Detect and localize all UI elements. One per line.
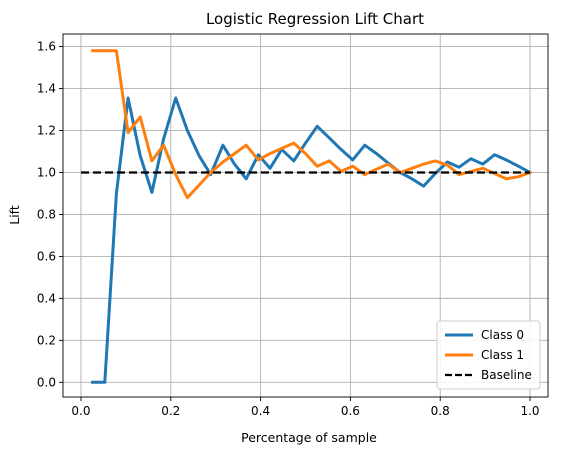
x-tick-label: 0.8: [431, 404, 450, 418]
y-tick-label: 0.2: [37, 333, 56, 347]
y-tick-label: 0.8: [37, 207, 56, 221]
legend: Class 0 Class 1 Baseline: [436, 320, 541, 390]
legend-label: Baseline: [481, 368, 532, 382]
y-tick-label: 1.0: [37, 165, 56, 179]
plot-frame: [62, 33, 549, 398]
x-tick-label: 0.2: [161, 404, 180, 418]
x-axis-label: Percentage of sample: [241, 430, 377, 445]
legend-label: Class 0: [481, 328, 524, 342]
x-tick-label: 1.0: [520, 404, 539, 418]
x-tick-label: 0.4: [251, 404, 270, 418]
y-axis-label: Lift: [7, 205, 22, 225]
series-lines: [81, 49, 533, 384]
y-tick-label: 1.2: [37, 124, 56, 138]
legend-box: [436, 320, 541, 390]
y-tick-label: 0.4: [37, 291, 56, 305]
y-tick-label: 1.4: [37, 82, 56, 96]
legend-label: Class 1: [481, 348, 524, 362]
series-line-class-0: [91, 96, 533, 384]
y-tick-label: 0.6: [37, 249, 56, 263]
chart-title: Logistic Regression Lift Chart: [206, 10, 424, 28]
y-tick-label: 1.6: [37, 40, 56, 54]
y-tick-label: 0.0: [37, 375, 56, 389]
x-tick-label: 0.6: [341, 404, 360, 418]
x-tick-label: 0.0: [71, 404, 90, 418]
grid-lines: [63, 34, 548, 397]
axis-ticks: 0.0 0.2 0.4 0.6 0.8 1.0 0.0 0.2 0.4 0.6 0.8 1.0 1.2 1…: [37, 40, 540, 418]
